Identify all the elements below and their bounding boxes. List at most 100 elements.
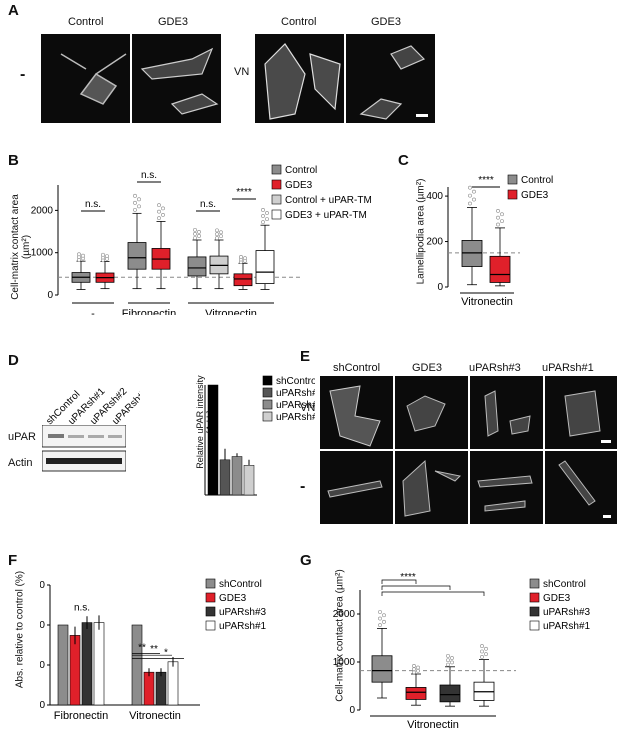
chartF-annotation: ** xyxy=(138,643,146,654)
panelE-col-uparsh1: uPARsh#1 xyxy=(542,362,594,374)
chartB-box-3-outlier xyxy=(157,203,161,208)
chartB-annotation: n.s. xyxy=(85,199,101,210)
chartD-bar-1 xyxy=(219,459,231,496)
chartC-ytick-label: 0 xyxy=(437,282,443,293)
chartG-legend-swatch-2 xyxy=(529,606,540,617)
chartF-annotation: n.s. xyxy=(74,603,90,614)
chartB-box-3-outlier xyxy=(161,206,165,211)
chartD-bar-0 xyxy=(207,384,219,496)
chartC-legend-label-0: Control xyxy=(521,175,553,186)
blot-label-upar: uPAR xyxy=(8,431,36,443)
chartB-group-label: Fibronectin xyxy=(122,308,176,315)
chartB-box-5-outlier xyxy=(215,232,219,237)
panelA-row-label-none: - xyxy=(20,66,26,83)
chartB-ytick-label: 2000 xyxy=(31,205,54,216)
chartB-box-6-outlier xyxy=(239,255,243,259)
panel-label-e: E xyxy=(300,348,311,365)
chartB-legend-label-0: Control xyxy=(285,165,317,176)
panelA-col-gde3-2: GDE3 xyxy=(371,16,401,28)
chartB-box-3-outlier xyxy=(157,216,161,221)
chartD-legend-label-0: shControl xyxy=(276,376,315,387)
chartG-box-2-outlier xyxy=(446,653,450,658)
chartC-box-1-outlier xyxy=(500,219,504,223)
chartG-legend-swatch-0 xyxy=(529,578,540,589)
chartG-box-2-outlier xyxy=(446,662,450,667)
chartB-box-3-outlier xyxy=(157,209,161,214)
chartG-legend-label-1: GDE3 xyxy=(543,593,571,604)
chartF-bar-0-3 xyxy=(93,622,105,706)
chartB-box-4-outlier xyxy=(193,227,197,232)
chartB-box-1-outlier xyxy=(105,254,109,258)
chartG-significance-bracket xyxy=(381,591,485,596)
chartC-legend-label-1: GDE3 xyxy=(521,190,549,201)
panel-label-b: B xyxy=(8,152,19,169)
micrograph-a-control-none xyxy=(41,34,130,123)
chartG-box-2-box xyxy=(439,684,461,703)
chartB-box-7-outlier xyxy=(261,208,265,212)
micrograph-e-shcontrol-none xyxy=(320,451,393,524)
chartG-box-3-outlier xyxy=(480,654,484,659)
chartC-box-0-outlier xyxy=(472,189,476,194)
chartB-box-5-outlier xyxy=(215,228,219,233)
chartD-legend-swatch-2 xyxy=(262,399,273,410)
chartG-box-0-outlier xyxy=(378,623,382,628)
chartG-legend-label-0: shControl xyxy=(543,579,586,590)
chartB-group-label: Vitronectin xyxy=(205,308,257,315)
chartG-legend-label-2: uPARsh#3 xyxy=(543,607,591,618)
micrograph-e-uparsh3-none xyxy=(470,451,543,524)
chartG-box-2-outlier xyxy=(450,660,454,665)
chartC-ytick-label: 400 xyxy=(426,191,443,202)
chartG-legend-swatch-1 xyxy=(529,592,540,603)
panelE-row-vn: VN xyxy=(300,402,316,414)
chartC-legend-swatch-0 xyxy=(507,174,518,185)
chartF-ytick-label: 0 xyxy=(40,700,45,711)
chartB-ytick-label: 0 xyxy=(47,290,53,301)
panelA-col-control-1: Control xyxy=(68,16,104,28)
chartF-bar-0-2 xyxy=(81,622,93,706)
chartG-ytick-label: 0 xyxy=(349,705,355,716)
chartB-annotation: n.s. xyxy=(200,199,216,210)
chartG-significance-bracket xyxy=(381,579,417,584)
chartB-box-5-outlier xyxy=(219,234,223,239)
chartG-box-0-outlier xyxy=(382,613,386,618)
chartG-box-2-outlier xyxy=(450,656,454,660)
panelA-col-gde3-1: GDE3 xyxy=(158,16,188,28)
chartC-box-0-outlier xyxy=(472,197,476,202)
chartD-bar-2 xyxy=(231,456,243,496)
chartC-ytick-label: 200 xyxy=(426,237,443,248)
chartD-legend-swatch-3 xyxy=(262,411,273,422)
panelA-row-label-vn: VN xyxy=(234,66,250,78)
chartG-box-1-outlier xyxy=(412,667,416,672)
chartB-box-6-box xyxy=(233,273,253,287)
chartD-legend-label-3: uPARsh#3 xyxy=(276,412,315,423)
chartB-box-4-outlier xyxy=(193,232,197,236)
chartB-box-5-outlier xyxy=(219,230,223,235)
chart-b: 0 1000 2000 - Fibronectin Vitronectin n.s. n.s.… xyxy=(31,164,372,315)
chartG-ytick-label: 2000 xyxy=(333,609,356,620)
chart-g: 0 1000 2000 Vitronectin **** shControl GDE3 uPA… xyxy=(333,572,591,731)
western-blot xyxy=(42,425,126,472)
chartF-bar-1-0 xyxy=(131,624,143,706)
chartB-box-4-outlier xyxy=(193,236,197,240)
panelE-row-none: - xyxy=(300,478,306,495)
blot-lane-labels: shControl uPARsh#1 uPARsh#2 uPARsh#3 xyxy=(44,386,140,427)
chartB-box-4-outlier xyxy=(197,234,201,238)
chartG-box-3-outlier xyxy=(484,646,488,651)
chartG-box-0-box xyxy=(371,655,393,683)
panel-label-d: D xyxy=(8,352,19,369)
chartB-group-label: - xyxy=(91,308,95,315)
chartB-legend-label-2: Control + uPAR-TM xyxy=(285,195,372,206)
chartB-box-0-outlier xyxy=(77,252,81,257)
panel-label-c: C xyxy=(398,152,409,169)
chartF-legend-swatch-1 xyxy=(205,592,216,603)
chartF-legend-label-0: shControl xyxy=(219,579,262,590)
chartF-bar-1-1 xyxy=(143,671,155,706)
chartF-legend-label-2: uPARsh#3 xyxy=(219,607,267,618)
chartG-box-3-outlier xyxy=(484,652,488,657)
chartB-box-2-outlier xyxy=(133,193,137,198)
chartG-box-1-box xyxy=(405,687,427,700)
chartF-ytick-label: 100 xyxy=(40,620,45,631)
chartB-box-7-outlier xyxy=(261,214,265,218)
chartB-box-7-outlier xyxy=(265,211,269,215)
chartD-legend-swatch-1 xyxy=(262,387,273,398)
